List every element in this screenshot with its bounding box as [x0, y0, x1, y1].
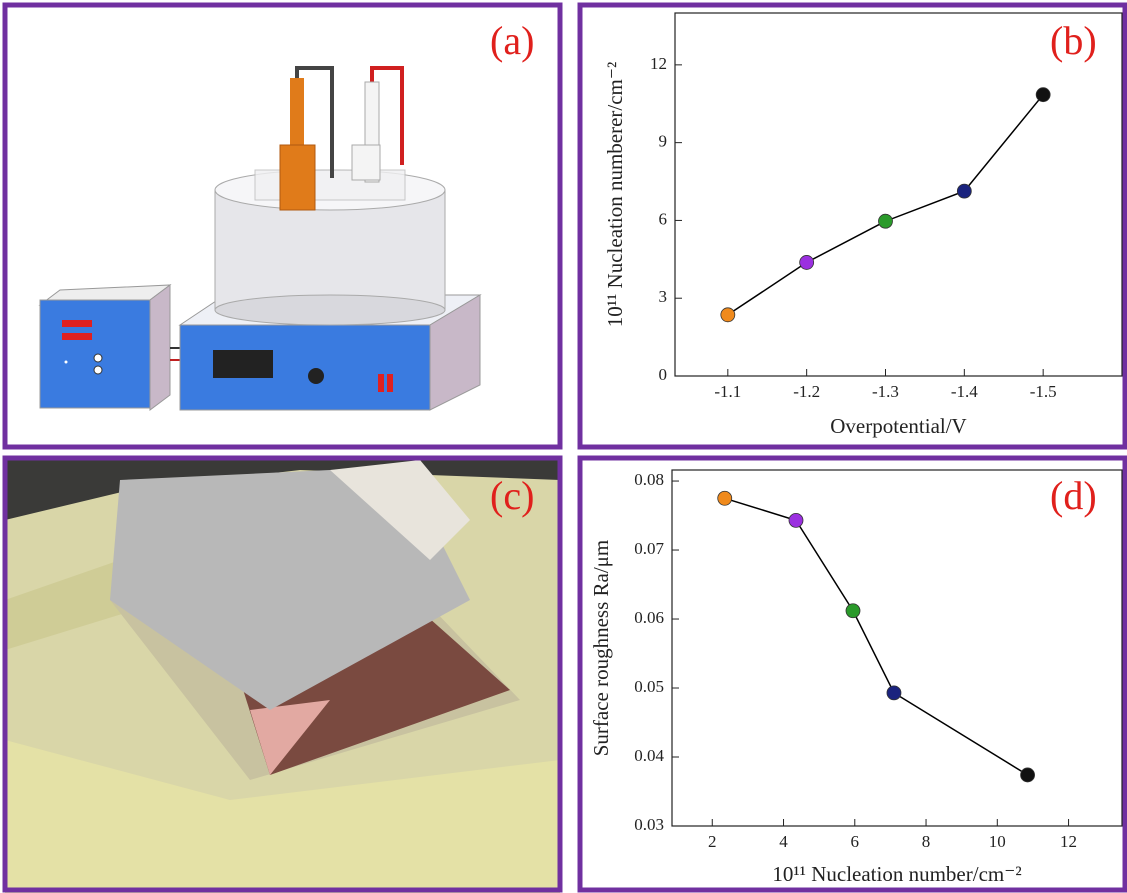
- data-point: [878, 214, 892, 228]
- y-tick-label: 0.04: [634, 746, 664, 765]
- data-point: [957, 184, 971, 198]
- panel-label: (a): [490, 18, 534, 63]
- x-tick-label: 8: [922, 832, 931, 851]
- figure: (a) (c) 0 3 6 9 12 -1.1 -1.2 -1.3 -1.4 -1.5 Overpo…: [0, 0, 1127, 893]
- x-tick-label: 4: [779, 832, 788, 851]
- apparatus-illustration: [5, 5, 560, 447]
- x-tick-label: -1.2: [793, 382, 820, 401]
- plot-frame: [672, 470, 1122, 826]
- x-tick-label: -1.5: [1030, 382, 1057, 401]
- x-axis-label: 10¹¹ Nucleation number/cm⁻²: [772, 862, 1021, 886]
- y-tick-label: 0: [659, 365, 668, 384]
- data-point: [1021, 768, 1035, 782]
- data-point: [887, 686, 901, 700]
- data-point: [789, 513, 803, 527]
- data-point: [846, 604, 860, 618]
- data-point: [1036, 88, 1050, 102]
- photo: [5, 458, 560, 893]
- y-tick-label: 3: [659, 287, 668, 306]
- x-tick-label: -1.4: [951, 382, 978, 401]
- y-axis-label: Surface roughness Ra/μm: [589, 540, 613, 757]
- y-tick-label: 0.06: [634, 608, 664, 627]
- panel-label: (b): [1050, 18, 1097, 63]
- x-tick-label: 2: [708, 832, 717, 851]
- data-line: [725, 498, 1028, 775]
- panel-label: (c): [490, 473, 534, 518]
- x-tick-label: 6: [851, 832, 860, 851]
- x-tick-label: 12: [1060, 832, 1077, 851]
- y-axis-label: 10¹¹ Nucleation numberer/cm⁻²: [603, 62, 627, 328]
- y-tick-label: 0.07: [634, 539, 664, 558]
- y-tick-label: 0.08: [634, 470, 664, 489]
- x-tick-label: -1.3: [872, 382, 899, 401]
- y-tick-label: 0.03: [634, 815, 664, 834]
- plot-frame: [675, 13, 1122, 376]
- panel-label: (d): [1050, 473, 1097, 518]
- data-point: [800, 255, 814, 269]
- data-point: [721, 308, 735, 322]
- x-tick-label: -1.1: [714, 382, 741, 401]
- x-tick-label: 10: [989, 832, 1006, 851]
- y-tick-label: 6: [659, 209, 668, 228]
- y-tick-label: 12: [650, 54, 667, 73]
- data-line: [728, 95, 1043, 315]
- y-tick-label: 9: [659, 132, 668, 151]
- x-axis-label: Overpotential/V: [830, 414, 966, 438]
- y-tick-label: 0.05: [634, 677, 664, 696]
- data-point: [718, 491, 732, 505]
